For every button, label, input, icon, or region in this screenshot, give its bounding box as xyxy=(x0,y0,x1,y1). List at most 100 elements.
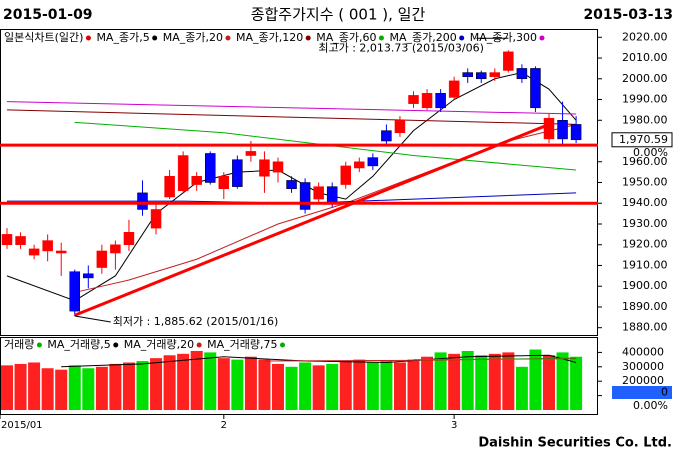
y-tick-label: 2010.00 xyxy=(622,51,668,64)
start-date: 2015-01-09 xyxy=(3,7,93,23)
legend-label: MA_거래량,75 xyxy=(207,338,277,351)
candle-body xyxy=(530,68,541,109)
candle-body xyxy=(394,120,406,133)
legend-label: MA_종가,120 xyxy=(236,31,303,44)
legend-dot xyxy=(539,35,545,41)
candle-body xyxy=(286,180,297,189)
candle-body xyxy=(489,72,501,77)
candle-body xyxy=(570,124,582,141)
volume-bar xyxy=(353,359,366,410)
candle-body xyxy=(543,117,555,140)
candle-body xyxy=(15,236,26,245)
footer: Daishin Securities Co. Ltd. xyxy=(478,436,672,451)
volume-bar xyxy=(434,352,447,410)
volume-bar xyxy=(122,362,135,410)
candle-body xyxy=(381,130,392,142)
last-price-box xyxy=(611,132,673,148)
legend-label: MA_거래량,20 xyxy=(124,338,194,351)
volume-bar xyxy=(448,353,461,410)
candle-body xyxy=(96,250,108,268)
annotation: 최고가 : 2,013.73 (2015/03/06) xyxy=(318,41,484,54)
candle-body xyxy=(69,271,80,312)
price-frame xyxy=(0,29,598,336)
candle-body xyxy=(299,182,311,210)
volume-bar xyxy=(163,355,176,410)
legend-label: 일본식차트(일간) xyxy=(4,30,83,44)
volume-frame xyxy=(0,337,598,415)
legend-dot xyxy=(225,35,231,41)
volume-bar xyxy=(204,352,217,410)
volume-bar xyxy=(543,355,555,410)
legend-label: MA_거래량,5 xyxy=(47,338,110,351)
candle-body xyxy=(42,240,53,252)
candle-body xyxy=(354,161,365,169)
volume-bar xyxy=(421,356,434,410)
legend-label: MA_종가,200 xyxy=(389,31,456,44)
volume-change: 0.00% xyxy=(633,399,668,412)
volume-bar xyxy=(1,365,13,410)
volume-bar xyxy=(55,369,68,410)
volume-bar xyxy=(231,359,244,410)
volume-bar xyxy=(488,353,501,410)
candle-body xyxy=(476,72,487,80)
candle-body xyxy=(205,153,216,183)
candle-body xyxy=(83,273,94,279)
volume-bar xyxy=(556,352,569,410)
last-change: 0.00% xyxy=(633,146,668,159)
volume-bar xyxy=(272,363,284,410)
ma-line xyxy=(6,101,577,115)
volume-bar xyxy=(217,358,230,410)
legend-dot xyxy=(378,35,384,41)
candle-body xyxy=(177,155,189,192)
candle-body xyxy=(191,176,202,185)
x-tick-label: 2015/01 xyxy=(1,420,43,431)
candle-body xyxy=(313,186,324,200)
annotation: 최저가 : 1,885.62 (2015/01/16) xyxy=(113,315,279,328)
legend-label: MA_종가,20 xyxy=(163,31,223,44)
volume-bar xyxy=(28,362,41,410)
volume-last-box xyxy=(612,386,672,399)
volume-bar xyxy=(109,363,122,410)
y-tick-label: 2020.00 xyxy=(622,30,668,43)
legend-dot xyxy=(113,342,119,348)
y-tick-label: 1910.00 xyxy=(622,258,668,271)
volume-bar xyxy=(380,361,393,410)
y-tick-label: 1960.00 xyxy=(622,155,668,168)
volume-bar xyxy=(502,352,515,410)
volume-bar xyxy=(326,363,339,410)
volume-bar xyxy=(190,350,203,410)
candle-body xyxy=(272,161,284,173)
volume-bar xyxy=(14,363,27,410)
candle-body xyxy=(503,51,514,71)
last-price: 1,970.59 xyxy=(619,133,668,146)
legend-dot xyxy=(459,35,465,41)
volume-bar xyxy=(299,362,312,410)
candle-body xyxy=(448,80,460,98)
ma-line xyxy=(413,358,577,361)
candle-body xyxy=(326,186,338,204)
volume-bar xyxy=(393,362,406,410)
legend-label: MA_종가,60 xyxy=(316,31,376,44)
legend-label: MA_종가,5 xyxy=(96,31,149,44)
candle-body xyxy=(137,192,148,210)
y-tick-label: 200000 xyxy=(622,374,664,387)
volume-bar xyxy=(177,353,190,410)
candle-body xyxy=(367,157,379,167)
y-tick-label: 300000 xyxy=(622,360,664,373)
y-tick-label: 1920.00 xyxy=(622,238,668,251)
legend-dot xyxy=(305,35,311,41)
y-tick-label: 1880.00 xyxy=(622,321,668,334)
candle-body xyxy=(232,159,243,187)
legend-dot xyxy=(85,35,91,41)
volume-last: 0 xyxy=(661,386,668,399)
volume-bar xyxy=(68,365,81,410)
ma-line xyxy=(61,354,577,368)
legend-dot xyxy=(152,35,158,41)
volume-bar xyxy=(285,366,298,410)
annotation-arrow xyxy=(74,315,111,323)
y-tick-label: 400000 xyxy=(622,345,664,358)
volume-bar xyxy=(515,366,528,410)
legend-dot xyxy=(280,342,285,348)
legend-dot xyxy=(196,342,202,348)
